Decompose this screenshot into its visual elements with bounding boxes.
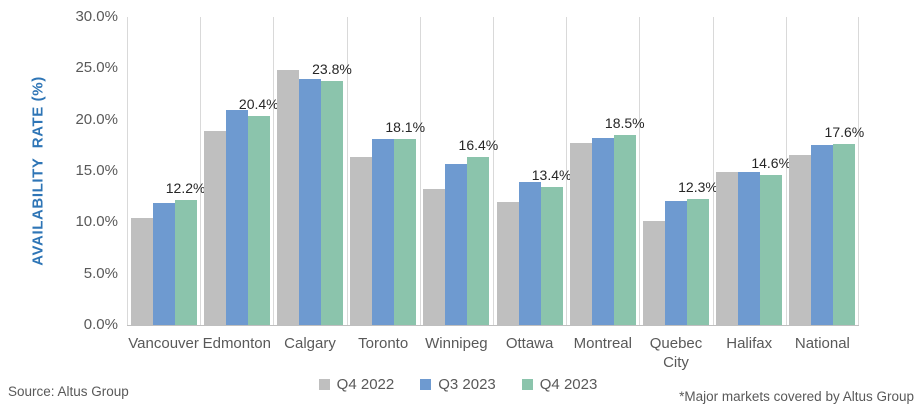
bar-group-quebec-city: 12.3% [639,17,718,325]
bar-group-edmonton: 20.4% [200,17,279,325]
bar-group-toronto: 18.1% [347,17,425,325]
y-tick-label: 15.0% [75,162,118,179]
legend-label: Q4 2022 [336,376,395,393]
gridline [493,17,494,325]
data-label: 17.6% [824,124,865,141]
bar-q3-2023 [225,110,248,325]
category-label: Toronto [358,335,409,352]
bar-q4-2022 [496,201,519,325]
plot-area: 12.2% 20.4% 23.8% 18.1% 16.4% 13.4% 18.5% 12.3%… [127,17,864,326]
y-tick-label: 30.0% [75,8,118,25]
chart-legend: Q4 2022 Q3 2023 Q4 2023 [0,376,916,393]
bar-q3-2023 [664,200,687,325]
legend-label: Q3 2023 [438,376,496,393]
category-label: National [794,335,850,352]
bar-q4-2022 [569,143,592,325]
gridline [273,17,275,325]
bar-q3-2023 [152,202,175,325]
bar-q4-2023 [467,156,490,325]
gridline [785,17,787,325]
bar-q4-2023 [320,80,343,325]
y-tick-label: 25.0% [75,59,118,77]
bar-q3-2023 [811,145,834,325]
bar-q4-2023 [247,115,270,325]
category-label: Winnipeg [425,335,488,352]
bar-q4-2022 [350,156,373,325]
legend-swatch [318,379,330,390]
bar-q4-2023 [540,187,563,325]
bar-q3-2023 [591,138,614,325]
bar-q4-2022 [642,221,665,325]
data-label: 12.2% [165,179,206,196]
gridline [712,17,714,325]
gridline [127,17,128,325]
bar-q4-2022 [789,154,812,325]
data-label: 18.5% [604,115,645,132]
bar-q4-2022 [130,218,153,325]
legend-item: Q4 2022 [318,376,395,393]
legend-item: Q4 2023 [521,376,598,393]
category-label: Vancouver [128,335,199,352]
bar-group-montreal: 18.5% [566,17,645,325]
legend-item: Q3 2023 [420,376,496,393]
y-tick-label: 5.0% [83,264,118,282]
bar-q4-2022 [716,172,739,325]
bar-group-winnipeg: 16.4% [420,17,498,325]
legend-swatch [521,379,533,390]
bar-q3-2023 [518,182,541,325]
bar-group-calgary: 23.8% [273,17,352,325]
gridline [639,17,641,325]
gridline [566,17,568,325]
bar-q4-2022 [203,130,226,325]
coverage-footnote: *Major markets covered by Altus Group [679,389,914,404]
bar-group-vancouver: 12.2% [127,17,205,325]
bar-q4-2023 [174,199,197,325]
bar-q3-2023 [372,139,395,325]
bar-q4-2023 [394,139,417,325]
category-label: Quebec City [649,335,703,371]
data-label: 14.6% [751,155,792,172]
data-label: 18.1% [385,119,426,136]
source-note: Source: Altus Group [8,384,129,399]
data-label: 13.4% [531,167,572,184]
bar-q4-2022 [423,189,446,325]
gridline [200,17,202,325]
category-label: Ottawa [505,335,554,352]
data-label: 23.8% [312,60,352,77]
gridline [419,17,421,325]
bar-q3-2023 [738,172,761,325]
data-label: 12.3% [678,178,718,195]
legend-swatch [420,379,432,390]
category-label: Calgary [284,335,336,352]
bar-group-national: 17.6% [786,17,864,325]
y-tick-label: 0.0% [83,316,118,333]
data-label: 16.4% [458,136,499,153]
bar-q4-2022 [276,70,299,325]
legend-label: Q4 2023 [539,376,598,393]
gridline [346,17,348,325]
data-label: 20.4% [238,95,279,112]
bar-q4-2023 [686,198,709,325]
bar-q4-2023 [833,144,856,325]
bar-q4-2023 [760,175,783,325]
category-label: Halifax [726,335,773,352]
bar-q3-2023 [298,78,321,325]
category-label: Montreal [573,335,632,352]
category-label: Edmonton [202,335,271,352]
bar-group-ottawa: 13.4% [493,17,571,325]
bar-group-halifax: 14.6% [713,17,791,325]
y-tick-label: 10.0% [75,213,118,231]
bar-q3-2023 [445,163,468,325]
gridline [858,17,859,325]
y-tick-label: 20.0% [75,110,118,128]
bar-q4-2023 [613,135,636,325]
